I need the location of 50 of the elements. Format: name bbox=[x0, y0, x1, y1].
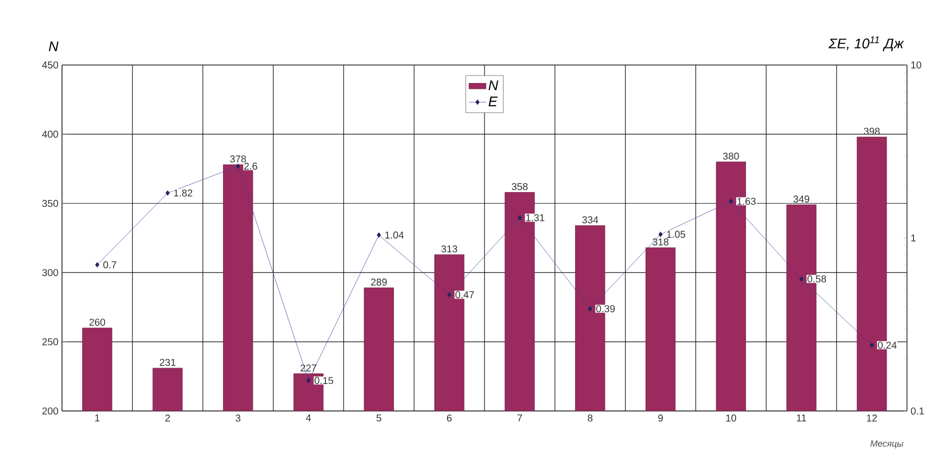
data-label: 380 bbox=[723, 152, 739, 160]
y-tick-label: 250 bbox=[42, 338, 58, 346]
data-label: 378 bbox=[230, 155, 246, 162]
data-label: 0.24 bbox=[878, 342, 897, 349]
data-label: 0.47 bbox=[455, 291, 474, 298]
x-tick-label: 8 bbox=[588, 414, 592, 422]
data-label: 1.63 bbox=[737, 198, 756, 205]
x-tick-label: 4 bbox=[306, 414, 311, 422]
data-label: 318 bbox=[652, 238, 668, 246]
x-axis-title: Месяцы bbox=[870, 440, 904, 448]
data-label: 398 bbox=[864, 128, 880, 135]
x-tick-label: 9 bbox=[658, 414, 663, 422]
data-label: 313 bbox=[441, 245, 458, 252]
legend-label: E bbox=[488, 96, 498, 106]
data-label: 1.82 bbox=[174, 189, 192, 197]
x-tick-label: 1 bbox=[95, 414, 100, 422]
data-label: 0.15 bbox=[314, 377, 334, 384]
y2-tick-label: 0.1 bbox=[910, 407, 924, 415]
y-tick-label: 350 bbox=[42, 200, 58, 207]
x-tick-label: 2 bbox=[165, 414, 170, 422]
y-axis-title: N bbox=[48, 41, 58, 52]
y-tick-label: 200 bbox=[42, 407, 58, 415]
x-tick-label: 6 bbox=[447, 414, 452, 422]
data-label: 1.31 bbox=[526, 214, 544, 222]
y2-tick-label: 10 bbox=[911, 61, 922, 69]
data-label: 1.05 bbox=[667, 230, 686, 238]
data-label: 334 bbox=[582, 216, 598, 224]
data-label: 2.6 bbox=[244, 162, 258, 170]
y-tick-label: 450 bbox=[42, 61, 58, 69]
data-label: 358 bbox=[512, 183, 528, 190]
x-tick-label: 5 bbox=[376, 414, 382, 422]
y-tick-label: 400 bbox=[42, 130, 58, 138]
data-label: 0.58 bbox=[807, 275, 826, 282]
x-tick-label: 12 bbox=[867, 414, 877, 422]
data-label: 0.39 bbox=[596, 305, 615, 312]
y-tick-label: 300 bbox=[42, 269, 58, 276]
x-tick-label: 7 bbox=[517, 414, 522, 422]
y2-axis-title: ΣE, 10$^{11}$ Дж bbox=[828, 36, 904, 52]
data-label: 260 bbox=[89, 318, 106, 326]
legend-label: N bbox=[488, 80, 498, 90]
data-label: 0.7 bbox=[103, 261, 116, 268]
data-label: 1.04 bbox=[385, 232, 404, 239]
data-label: 231 bbox=[160, 358, 176, 366]
x-tick-label: 11 bbox=[796, 414, 806, 422]
y2-tick-label: 1 bbox=[911, 234, 916, 242]
data-label: 289 bbox=[371, 278, 387, 286]
data-label: 227 bbox=[300, 364, 316, 372]
data-label: 349 bbox=[793, 196, 810, 203]
x-tick-label: 10 bbox=[726, 414, 736, 422]
x-tick-label: 3 bbox=[236, 414, 240, 422]
